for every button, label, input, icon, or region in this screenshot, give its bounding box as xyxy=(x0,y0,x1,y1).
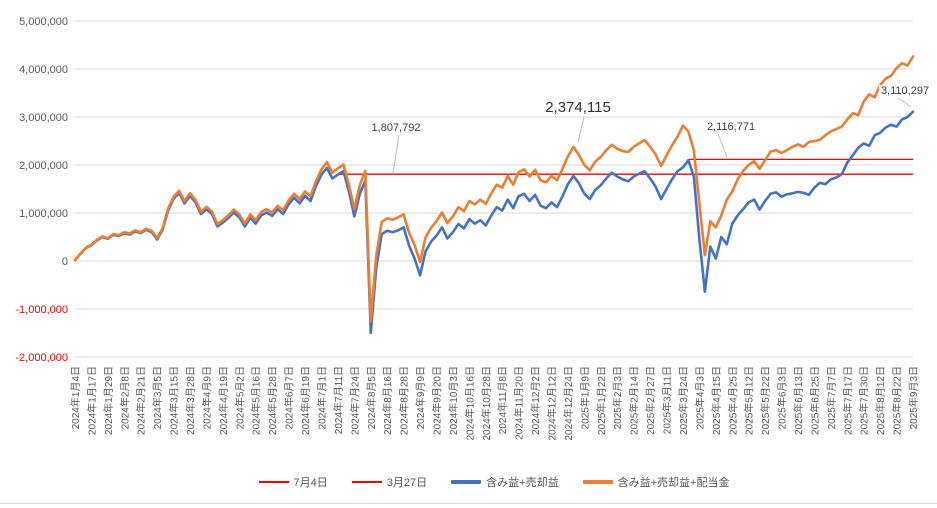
x-axis-label: 2024年9月20日 xyxy=(431,366,444,435)
x-axis-label: 2024年12月12日 xyxy=(546,366,559,441)
x-axis-label: 2024年1月17日 xyxy=(85,366,98,435)
x-axis-label: 2025年3月24日 xyxy=(677,366,690,435)
x-axis-label: 2024年11月20日 xyxy=(513,366,526,440)
x-axis-label: 2024年2月21日 xyxy=(135,366,148,435)
reference-lines-group xyxy=(336,158,913,175)
x-axis-label: 2024年10月16日 xyxy=(463,366,476,441)
red-line-swatch-icon xyxy=(258,481,289,483)
x-axis-label: 2024年3月5日 xyxy=(151,366,164,429)
x-axis-label: 2024年3月15日 xyxy=(168,366,181,435)
x-axis-label: 2025年4月15日 xyxy=(710,366,723,435)
legend-item-profit-series[interactable]: 含み益+売却益 xyxy=(451,474,559,490)
x-axis-label: 2024年5月28日 xyxy=(266,366,279,435)
x-axis-label: 2024年4月19日 xyxy=(217,366,230,435)
y-axis-label: 4,000,000 xyxy=(19,64,68,76)
x-axis-label: 2025年3月11日 xyxy=(661,366,674,434)
x-axis-label: 2024年12月2日 xyxy=(529,366,542,435)
x-axis-label: 2024年6月7日 xyxy=(283,366,296,429)
x-axis-label: 2024年5月2日 xyxy=(233,366,246,429)
x-axis-label: 2025年7月7日 xyxy=(825,366,838,429)
x-axis-label: 2025年5月12日 xyxy=(743,366,756,435)
y-axis-label: 5,000,000 xyxy=(19,16,68,28)
x-axis-label: 2024年8月16日 xyxy=(381,366,394,435)
x-axis-label: 2024年6月19日 xyxy=(299,366,312,435)
x-axis-label: 2024年9月9日 xyxy=(414,366,427,429)
x-axis-label: 2024年4月9日 xyxy=(201,366,214,429)
x-axis-label: 2024年1月29日 xyxy=(102,366,115,435)
x-axis-label: 2024年7月1日 xyxy=(316,366,329,429)
x-axis-labels-group: 2024年1月4日 2024年1月17日 2024年1月29日 2024年2月8日 20… xyxy=(69,366,920,441)
x-axis-label: 2024年11月8日 xyxy=(496,366,509,434)
y-axis-label: -2,000,000 xyxy=(15,352,68,364)
orange-line-swatch-icon xyxy=(582,480,613,484)
annotation-leader-line xyxy=(577,116,585,143)
series-line-profit xyxy=(73,110,915,335)
legend-label: 含み益+売却益+配当金 xyxy=(617,477,730,489)
annotation-leader-line xyxy=(392,134,400,174)
y-axis-labels-group: 5,000,000 4,000,000 3,000,000 2,000,000 1,00… xyxy=(15,16,68,364)
blue-line-swatch-icon xyxy=(451,480,482,484)
x-axis-label: 2025年6月25日 xyxy=(808,366,821,435)
legend-label: 含み益+売却益 xyxy=(486,477,559,489)
x-axis-label: 2024年12月24日 xyxy=(562,366,575,441)
x-axis-label: 2024年7月24日 xyxy=(348,366,361,435)
x-axis-label: 2025年4月3日 xyxy=(693,366,706,429)
x-axis-label: 2025年1月9日 xyxy=(578,366,591,429)
y-axis-label: 1,000,000 xyxy=(19,208,68,220)
x-axis-label: 2025年6月13日 xyxy=(792,366,805,435)
red-line-swatch-icon xyxy=(351,481,382,483)
series-line-profit-dividends xyxy=(73,55,915,323)
x-axis-label: 2024年10月3日 xyxy=(447,366,460,435)
x-axis-label: 2025年2月27日 xyxy=(644,366,657,435)
x-axis-label: 2025年8月12日 xyxy=(874,366,887,435)
x-axis-label: 2025年7月17日 xyxy=(841,366,854,435)
x-axis-label: 2024年8月5日 xyxy=(365,366,378,429)
x-axis-label: 2025年2月3日 xyxy=(611,366,624,429)
legend-item-jul4-line[interactable]: 7月4日 xyxy=(258,474,328,490)
annotation-leader-line xyxy=(717,133,728,158)
x-axis-label: 2024年8月28日 xyxy=(398,366,411,435)
legend-item-mar27-line[interactable]: 3月27日 xyxy=(351,474,428,490)
legend: 7月4日 3月27日 含み益+売却益 含み益+売却益+配当金 xyxy=(75,474,913,490)
x-axis-label: 2024年10月28日 xyxy=(480,366,493,441)
x-axis-label: 2025年4月25日 xyxy=(726,366,739,435)
x-axis-label: 2025年2月14日 xyxy=(628,366,641,435)
x-axis-label: 2025年9月3日 xyxy=(907,366,920,429)
legend-item-profit-dividend-series[interactable]: 含み益+売却益+配当金 xyxy=(582,474,730,490)
x-axis-label: 2024年7月11日 xyxy=(332,366,345,434)
x-axis-label: 2024年5月16日 xyxy=(250,366,263,435)
legend-label: 3月27日 xyxy=(386,477,428,489)
x-axis-label: 2025年7月30日 xyxy=(858,366,871,435)
x-axis-label: 2024年1月4日 xyxy=(69,366,82,429)
y-axis-label: 2,000,000 xyxy=(19,160,68,172)
series-lines-group xyxy=(73,55,915,335)
x-axis-label: 2025年6月3日 xyxy=(776,366,789,429)
x-axis-label: 2024年2月8日 xyxy=(118,366,131,429)
x-axis-label: 2025年8月22日 xyxy=(891,366,904,435)
y-axis-label: 3,000,000 xyxy=(19,112,68,124)
y-axis-label: 0 xyxy=(62,256,68,268)
y-axis-label: -1,000,000 xyxy=(15,304,68,316)
x-axis-label: 2025年1月22日 xyxy=(595,366,608,435)
annotation-leader-line xyxy=(896,96,912,108)
leader-lines-group xyxy=(392,96,912,174)
legend-label: 7月4日 xyxy=(293,477,328,489)
x-axis-label: 2024年3月28日 xyxy=(184,366,197,435)
x-axis-label: 2025年5月22日 xyxy=(759,366,772,435)
spreadsheet-gridline xyxy=(0,503,937,504)
